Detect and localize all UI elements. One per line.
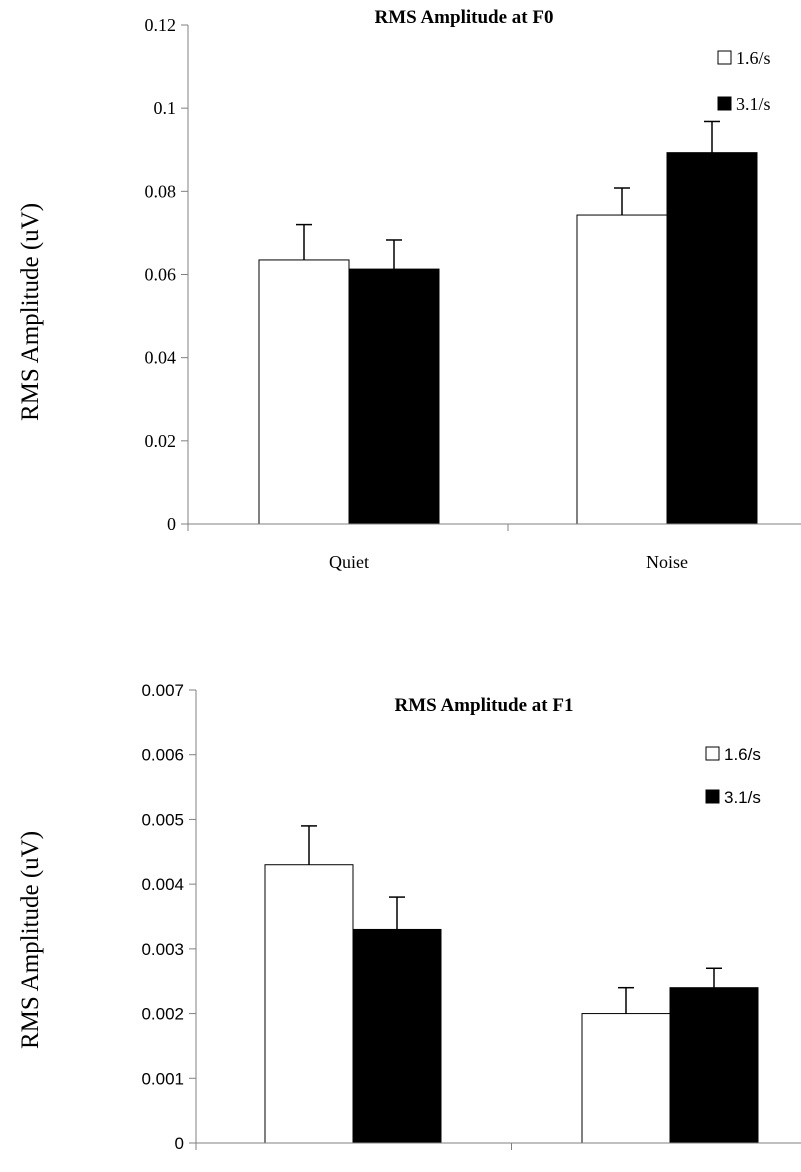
y-tick-label: 0 <box>175 1134 184 1153</box>
bar-16s-quiet <box>264 864 354 1144</box>
chart-f1: RMS Amplitude at F1 RMS Amplitude (uV) 0… <box>17 681 801 1172</box>
bar-31s-quiet <box>352 928 442 1144</box>
legend-swatch <box>705 746 720 761</box>
y-tick-label: 0.02 <box>145 431 177 451</box>
y-tick-label: 0.004 <box>141 875 184 894</box>
x-tick-label: Quiet <box>329 552 369 572</box>
bar-31s-noise <box>669 987 759 1144</box>
legend-label: 1.6/s <box>736 48 771 68</box>
chart-title: RMS Amplitude at F0 <box>375 7 554 28</box>
y-tick-label: 0.002 <box>141 1005 184 1024</box>
bar-31s-noise <box>666 152 758 525</box>
y-tick-label: 0.001 <box>141 1069 184 1088</box>
y-tick-label: 0.08 <box>145 181 177 201</box>
x-tick-label: Noise <box>646 552 688 572</box>
legend-label: 1.6/s <box>724 745 761 764</box>
y-tick-label: 0.005 <box>141 810 184 829</box>
bar-16s-noise <box>581 1013 671 1144</box>
chart-title: RMS Amplitude at F1 <box>395 695 574 716</box>
chart-f0: RMS Amplitude at F0 RMS Amplitude (uV) 0… <box>17 7 801 572</box>
y-tick-label: 0.003 <box>141 940 184 959</box>
y-tick-label: 0.006 <box>141 746 184 765</box>
y-tick-label: 0.06 <box>145 265 177 285</box>
y-tick-label: 0 <box>167 514 176 534</box>
legend-label: 3.1/s <box>736 94 771 114</box>
legend-swatch <box>717 96 732 111</box>
y-tick-label: 0.12 <box>145 15 177 35</box>
legend-label: 3.1/s <box>724 788 761 807</box>
bar-16s-noise <box>576 214 668 525</box>
legend-swatch <box>705 789 720 804</box>
y-axis-label: RMS Amplitude (uV) <box>17 203 44 421</box>
bar-31s-quiet <box>348 268 440 525</box>
y-tick-label: 0.007 <box>141 681 184 700</box>
bar-16s-quiet <box>258 259 350 525</box>
y-tick-label: 0.1 <box>154 98 177 118</box>
legend-swatch <box>717 50 732 65</box>
y-tick-label: 0.04 <box>145 348 177 368</box>
y-axis-label: RMS Amplitude (uV) <box>17 831 44 1049</box>
